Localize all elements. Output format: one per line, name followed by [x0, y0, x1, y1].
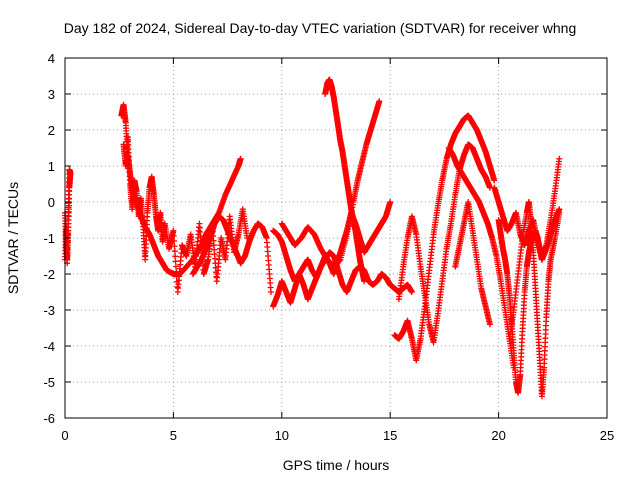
data-point — [170, 232, 177, 239]
y-tick-label: 2 — [48, 123, 55, 138]
y-tick-label: -5 — [43, 375, 55, 390]
data-point — [171, 243, 178, 250]
data-points-layer — [62, 76, 563, 400]
data-point — [171, 248, 178, 255]
series-arc-c — [120, 134, 251, 295]
y-tick-label: 0 — [48, 195, 55, 210]
x-tick-label: 20 — [491, 428, 505, 443]
y-tick-label: 1 — [48, 159, 55, 174]
x-tick-label: 15 — [383, 428, 397, 443]
y-tick-label: 3 — [48, 87, 55, 102]
data-point — [170, 227, 177, 234]
series-arc-h — [322, 76, 368, 285]
data-point — [172, 263, 179, 270]
x-tick-label: 25 — [600, 428, 614, 443]
data-point — [267, 289, 274, 295]
data-point — [491, 177, 498, 184]
series-arc-a — [62, 166, 74, 267]
y-axis-label: SDTVAR / TECUs — [5, 182, 21, 294]
data-point — [376, 98, 383, 105]
x-tick-label: 10 — [275, 428, 289, 443]
series-arc-j — [395, 141, 493, 346]
y-tick-label: -3 — [43, 303, 55, 318]
data-point — [172, 258, 179, 265]
y-tick-label: -6 — [43, 411, 55, 426]
data-point — [387, 199, 394, 205]
series-arc-d — [189, 213, 274, 295]
data-point — [172, 253, 179, 260]
data-point — [173, 268, 180, 275]
y-tick-label: 4 — [48, 51, 55, 66]
y-tick-label: -2 — [43, 267, 55, 282]
y-tick-label: -1 — [43, 231, 55, 246]
x-tick-label: 0 — [61, 428, 68, 443]
series-arc-e — [270, 227, 415, 295]
x-axis-label: GPS time / hours — [283, 457, 390, 473]
x-tick-label: 5 — [170, 428, 177, 443]
chart-title: Day 182 of 2024, Sidereal Day-to-day VTE… — [64, 20, 577, 36]
data-point — [171, 238, 178, 244]
data-point — [361, 278, 368, 285]
data-point — [408, 289, 415, 295]
data-point — [237, 155, 244, 162]
series-arc-m — [495, 155, 563, 396]
data-point — [174, 283, 181, 290]
y-tick-label: -4 — [43, 339, 55, 354]
